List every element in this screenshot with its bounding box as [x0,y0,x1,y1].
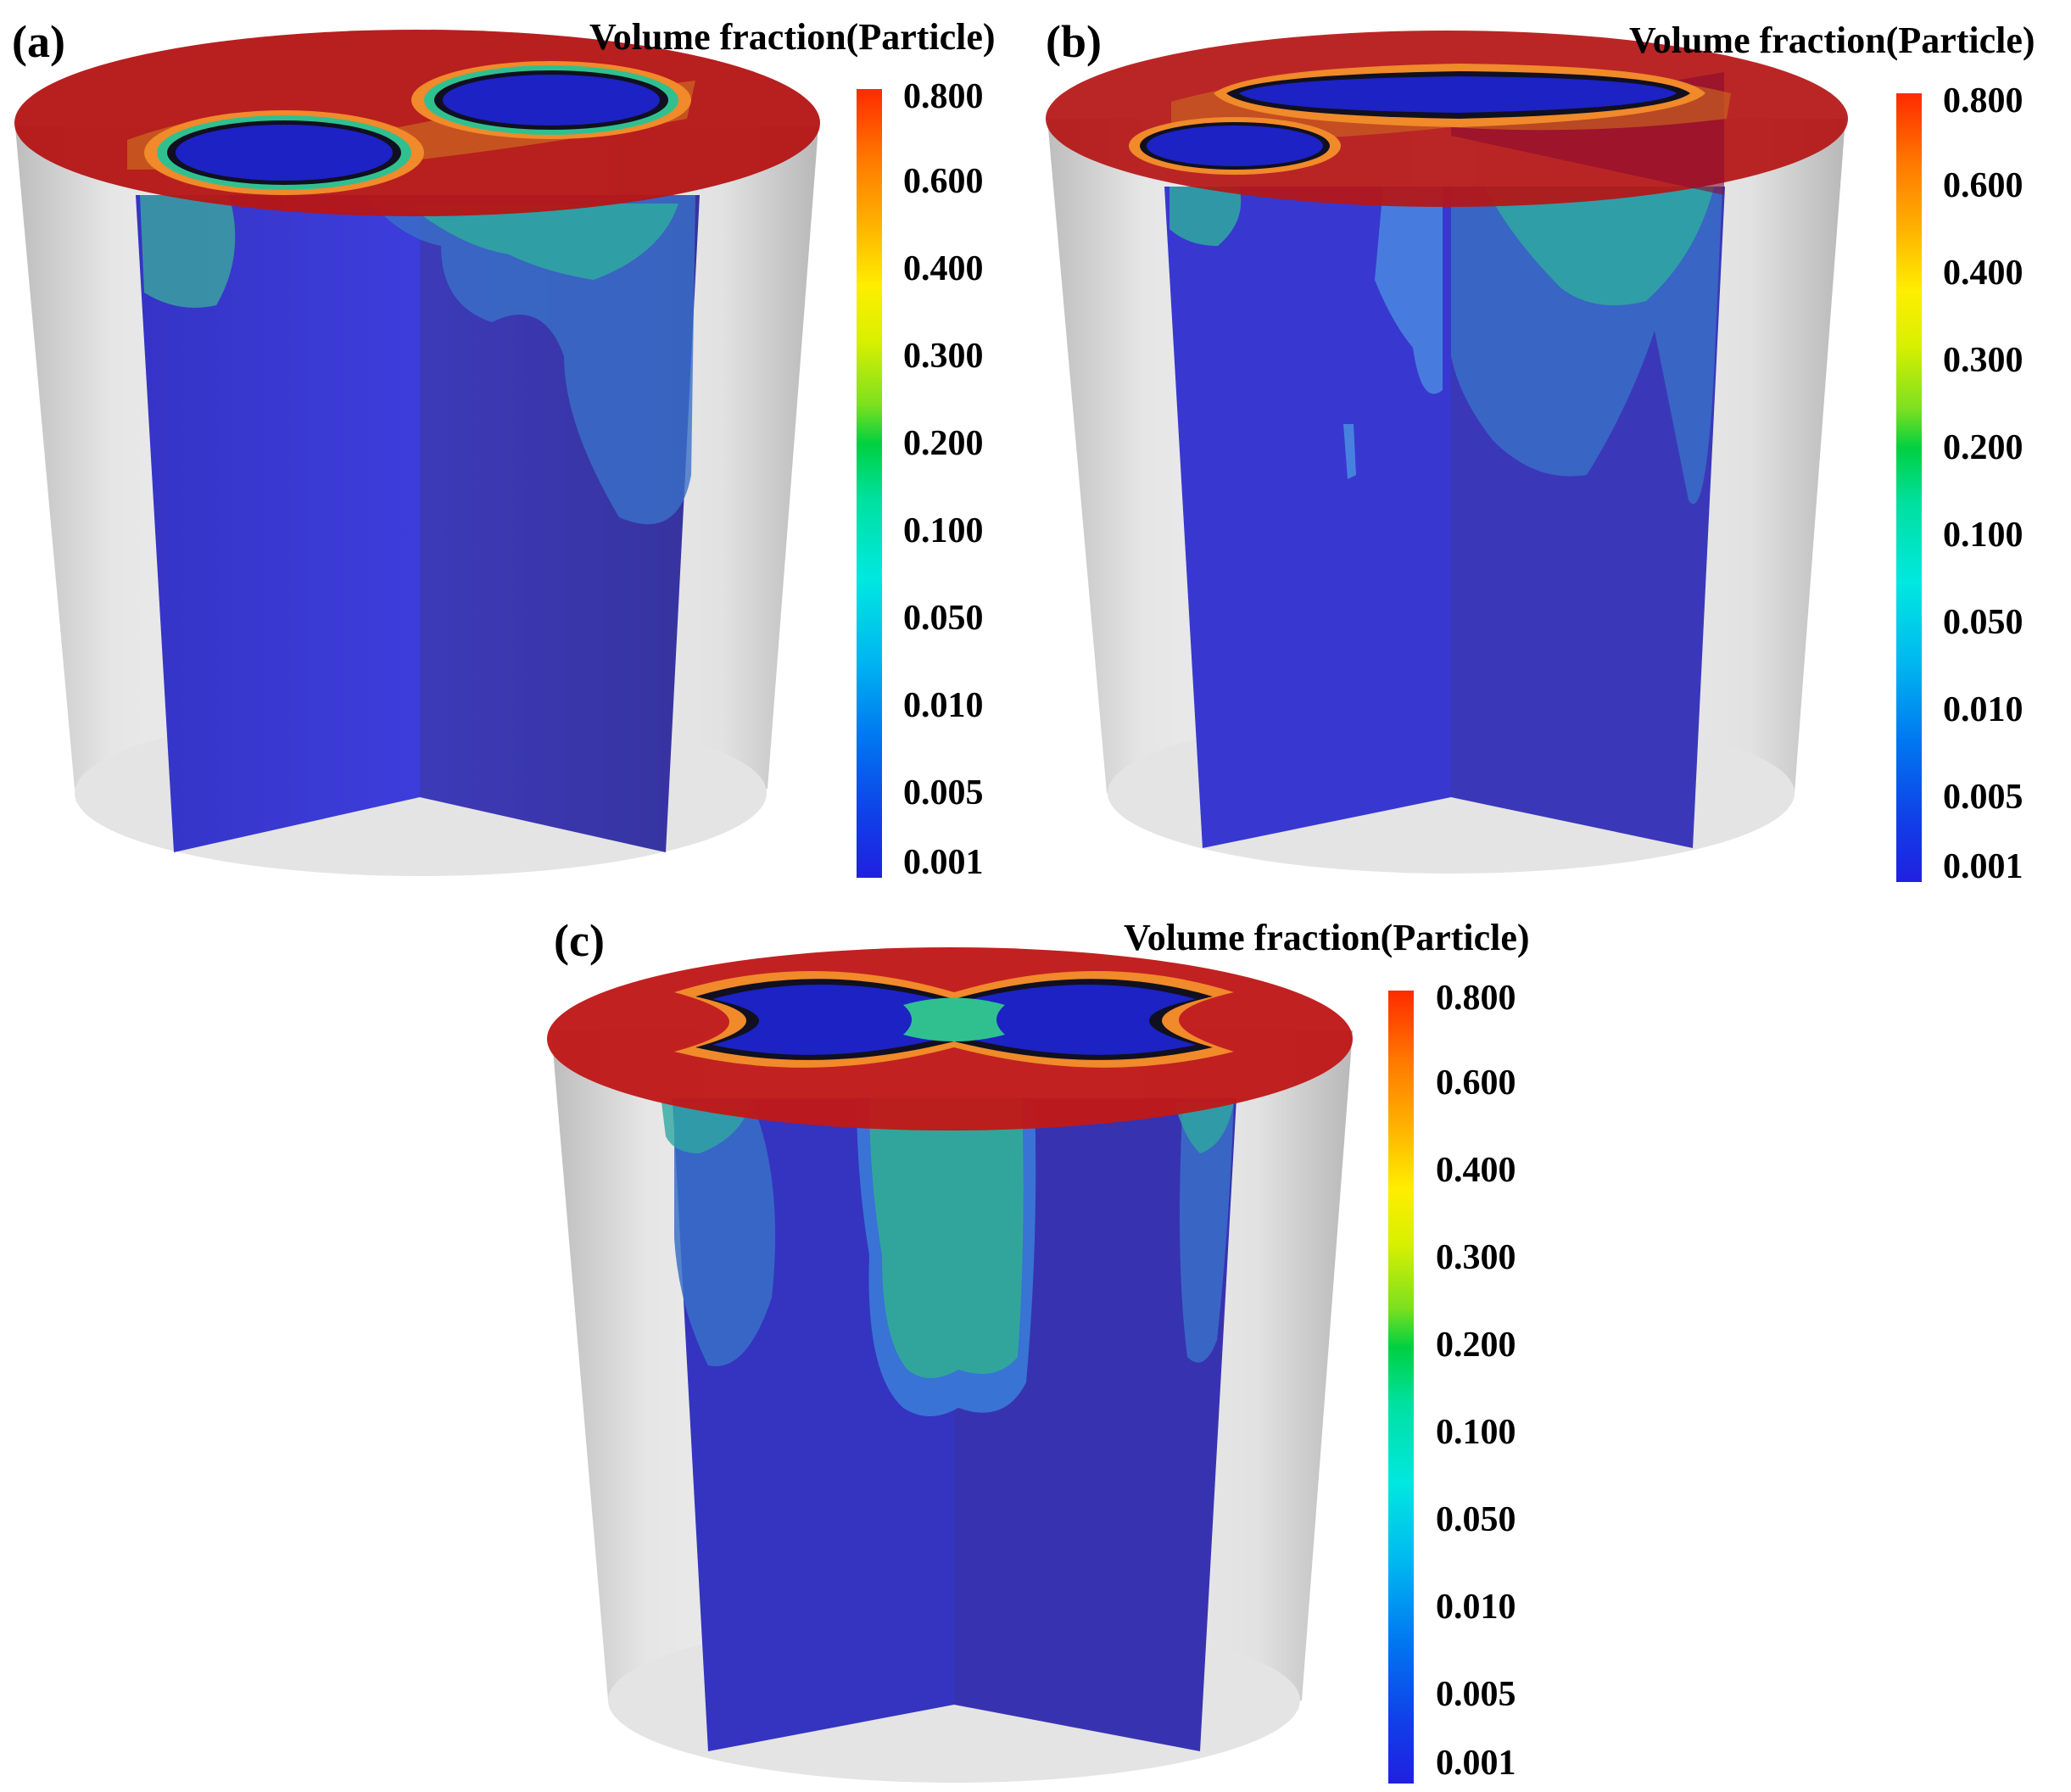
tick-label: 0.010 [1436,1588,1516,1627]
legend-title: Volume fraction(Particle) [589,16,996,58]
vessel-render [547,947,1353,1783]
plume-contour [140,195,236,308]
plume-contour [1169,187,1242,246]
tick-label: 0.400 [903,249,984,288]
vessel-render [1046,31,1848,874]
slice-left [1164,187,1451,848]
plume-contour [407,204,678,280]
tick-label: 0.100 [1436,1413,1516,1452]
tick-label: 0.005 [903,773,984,812]
panel-label: (c) [554,915,605,966]
legend-title: Volume fraction(Particle) [1124,917,1530,958]
tick-label: 0.010 [903,686,984,725]
panel-a: (a) [0,0,1036,890]
tick-label: 0.200 [903,424,984,463]
tick-label: 0.005 [1943,778,2024,817]
vessel-render [14,30,820,876]
outlet-hole [674,971,1234,1068]
tick-label: 0.800 [1943,81,2024,120]
plume-contour [1375,187,1443,394]
tick-label: 0.100 [1943,516,2024,555]
plume-contour [1343,424,1356,479]
slice-left [136,195,420,852]
panel-c: (c) Volume fraction(Particle) [530,899,1590,1792]
tick-label: 0.300 [903,337,984,376]
colorbar [1388,991,1414,1784]
tick-label: 0.600 [1943,166,2024,205]
tick-label: 0.800 [903,77,984,116]
outlet-hole [411,61,691,139]
tick-label: 0.050 [903,599,984,638]
plume-contour [1180,1098,1234,1363]
tick-label: 0.050 [1943,603,2024,642]
plume-contour [674,1098,776,1366]
tick-label: 0.001 [1943,847,2024,886]
tick-label: 0.600 [903,162,984,201]
legend-title: Volume fraction(Particle) [1629,20,2035,61]
tick-label: 0.010 [1943,690,2024,729]
outlet-hole [144,110,424,195]
tick-label: 0.100 [903,511,984,550]
tick-label: 0.800 [1436,979,1516,1018]
tick-label: 0.400 [1436,1151,1516,1190]
tick-label: 0.200 [1436,1326,1516,1365]
colorbar [857,89,882,878]
plume-contour [1485,187,1714,305]
plume-contour [1175,1103,1234,1153]
tick-label: 0.050 [1436,1500,1516,1539]
tick-label: 0.300 [1943,341,2024,380]
colorbar [1896,93,1922,882]
tick-label: 0.001 [1436,1744,1516,1783]
tick-label: 0.005 [1436,1675,1516,1714]
outlet-hole [1129,117,1341,175]
tick-label: 0.400 [1943,254,2024,293]
tick-label: 0.600 [1436,1063,1516,1103]
outlet-hole [1214,64,1705,127]
tick-label: 0.300 [1436,1238,1516,1277]
panel-label: (a) [12,16,65,67]
tick-label: 0.200 [1943,428,2024,467]
plume-contour [869,1098,1024,1378]
panel-b: (b) [1036,0,2071,890]
tick-label: 0.001 [903,843,984,882]
panel-label: (b) [1046,16,1102,67]
plume-contour [365,195,695,525]
